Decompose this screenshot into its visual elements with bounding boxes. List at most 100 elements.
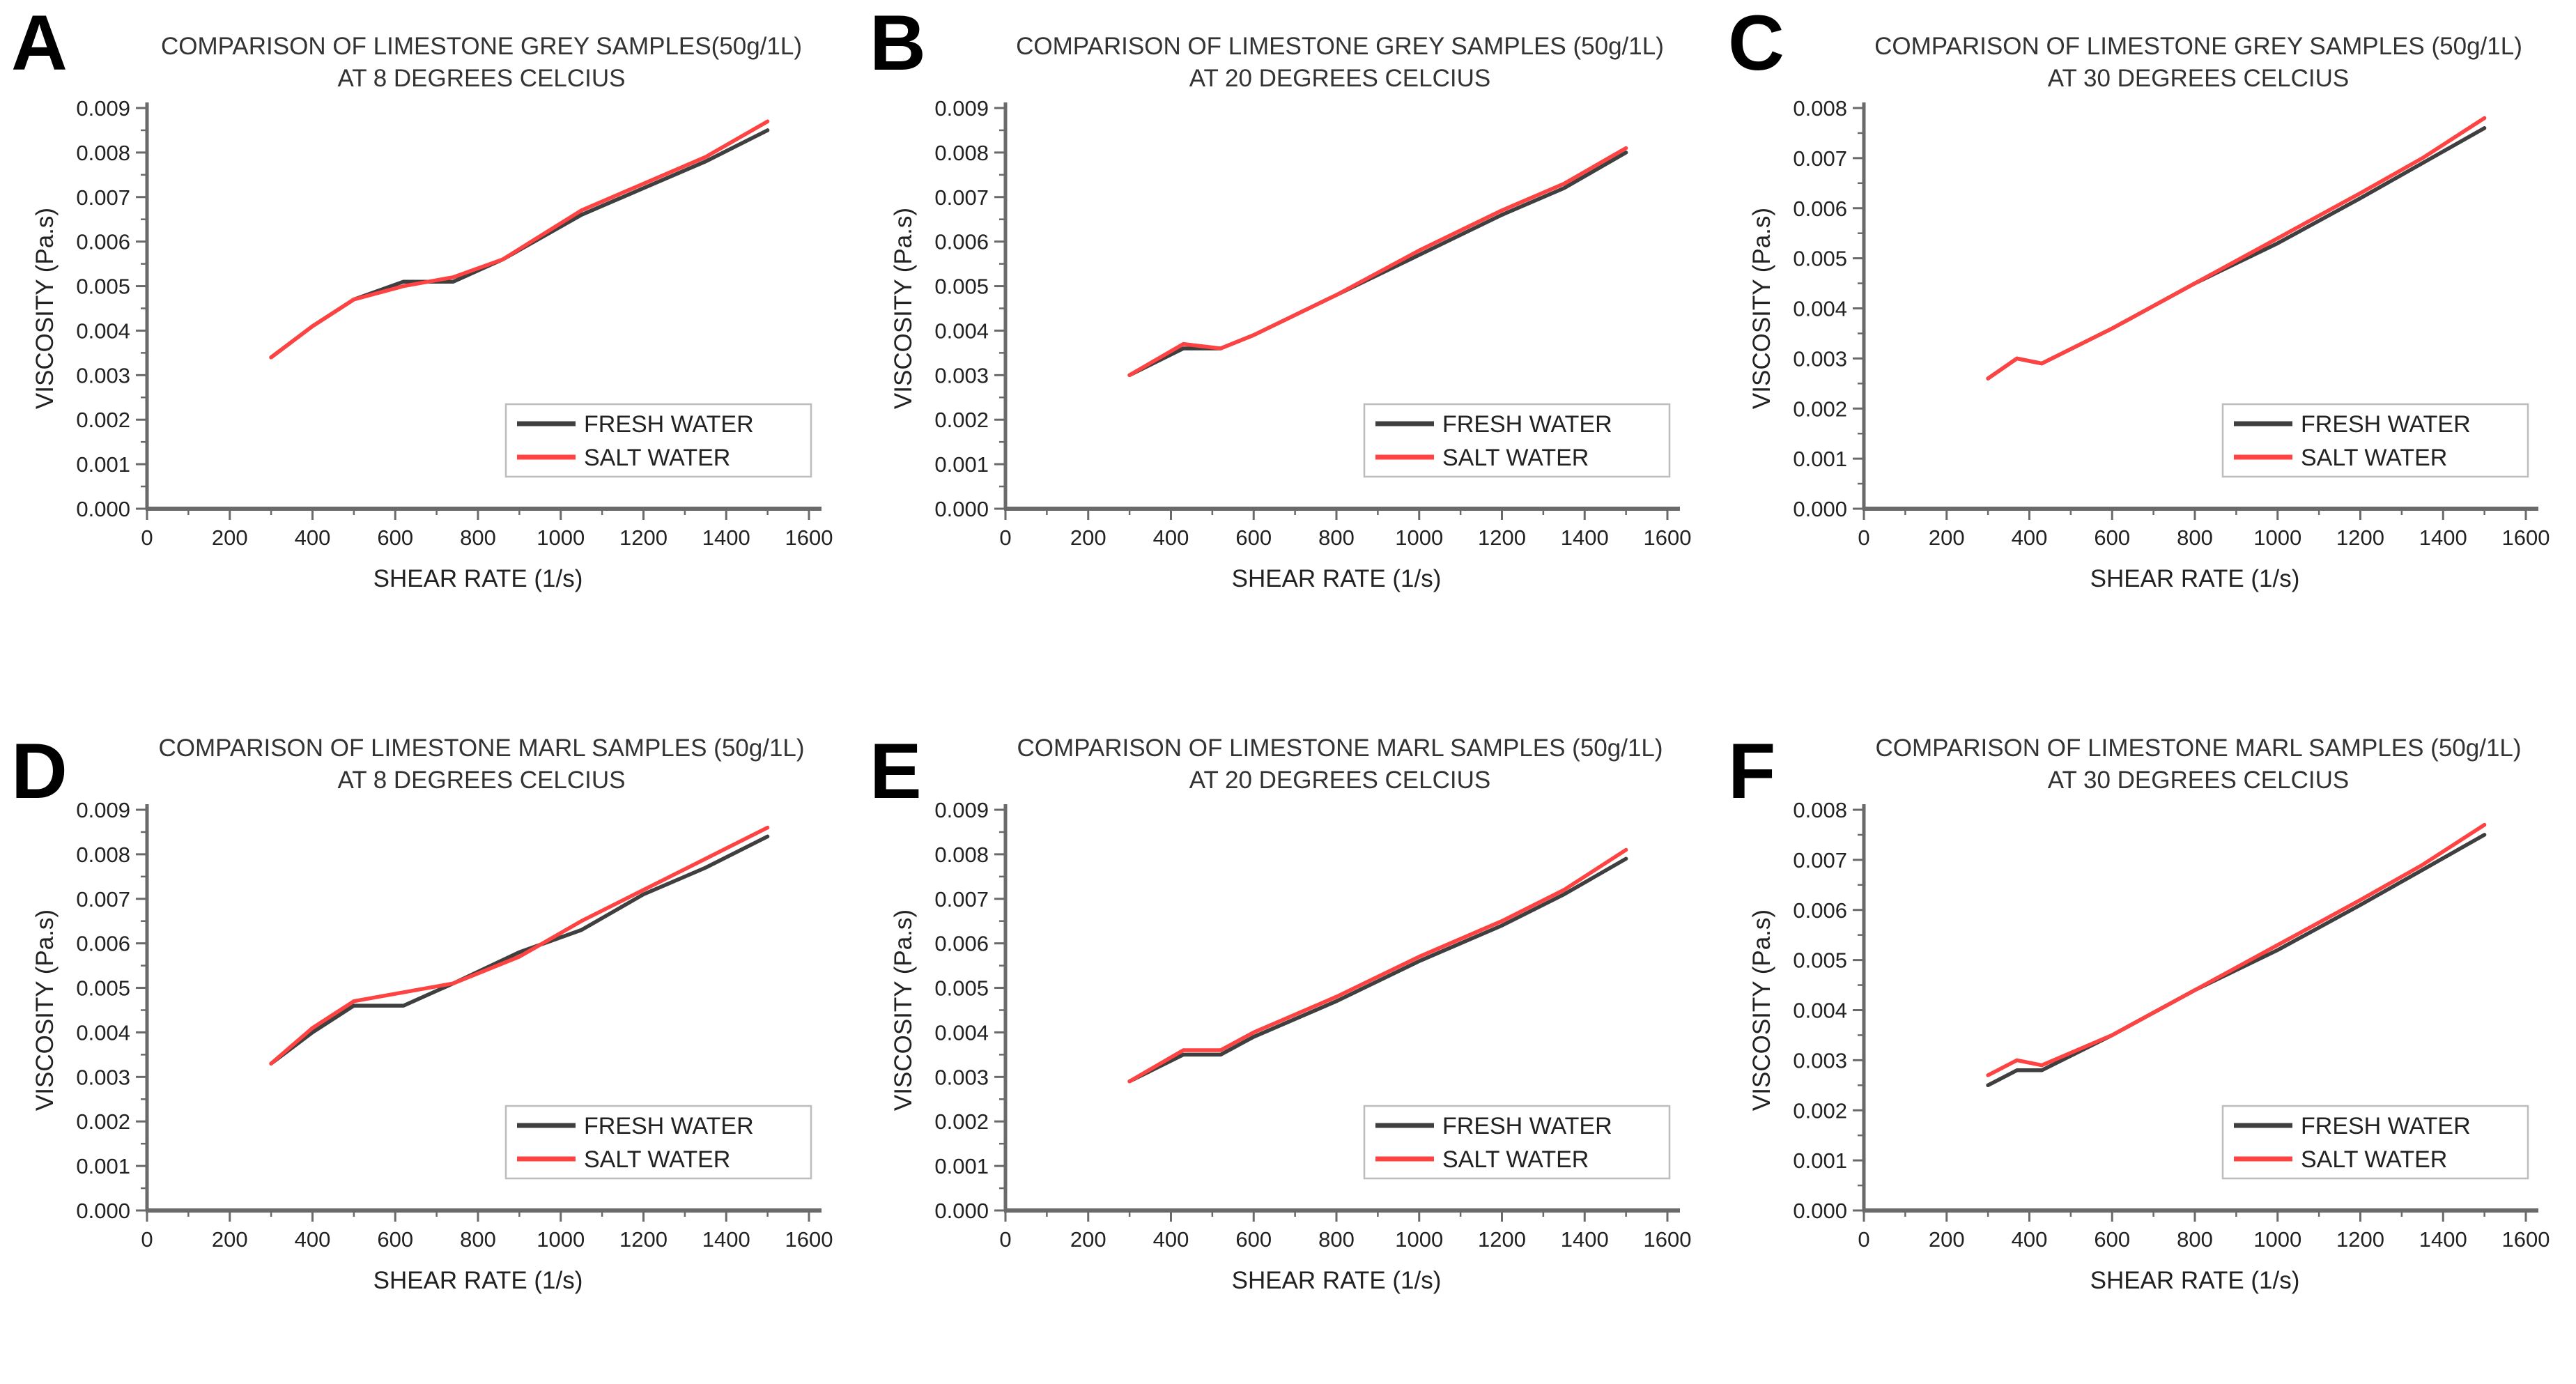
chart-title-line1: COMPARISON OF LIMESTONE GREY SAMPLES(50g… [161, 33, 802, 60]
x-tick-label: 1400 [2419, 1227, 2467, 1252]
legend-label-salt-water: SALT WATER [584, 1146, 730, 1173]
panel-d: D COMPARISON OF LIMESTONE MARL SAMPLES (… [0, 692, 858, 1384]
y-tick-label: 0.003 [1793, 1049, 1847, 1073]
y-tick-label: 0.000 [76, 497, 130, 521]
plot-c: 0.000 0.001 0.002 0.003 0.004 0.005 0.006 0.007… [1748, 98, 2550, 592]
y-tick-label: 0.002 [1793, 1099, 1847, 1123]
x-tick-label: 600 [2094, 525, 2130, 550]
y-tick-label: 0.001 [76, 1154, 130, 1178]
series-line-salt-water [1127, 848, 1628, 1084]
y-tick-label: 0.005 [1793, 247, 1847, 271]
y-tick-label: 0.001 [76, 452, 130, 477]
y-tick-label: 0.002 [934, 408, 989, 433]
x-tick-label: 1600 [785, 1227, 833, 1252]
x-axis-label: SHEAR RATE (1/s) [2090, 565, 2300, 592]
x-tick-label: 1000 [1395, 1227, 1443, 1252]
x-tick-label: 200 [212, 525, 248, 550]
x-tick-label: 200 [1070, 1227, 1106, 1252]
legend-box [2221, 403, 2529, 478]
x-tick-label: 1200 [619, 525, 668, 550]
x-tick-label: 200 [1929, 1227, 1965, 1252]
x-tick-label: 600 [377, 525, 413, 550]
chart-title-a: COMPARISON OF LIMESTONE GREY SAMPLES(50g… [25, 31, 833, 95]
x-tick-label: 0 [1858, 525, 1869, 550]
panel-letter-e: E [870, 728, 922, 815]
plot-d: 0.000 0.001 0.002 0.003 0.004 0.005 0.006 0.007… [31, 799, 833, 1294]
chart-title-line2: AT 20 DEGREES CELCIUS [1189, 65, 1491, 93]
x-axis-label: SHEAR RATE (1/s) [373, 1267, 583, 1294]
x-tick-label: 400 [2012, 1227, 2048, 1252]
series-line-salt-water [1986, 823, 2487, 1078]
legend-box [1363, 1105, 1671, 1180]
y-tick-label: 0.001 [934, 1154, 989, 1178]
legend-label-salt-water: SALT WATER [584, 445, 730, 471]
x-tick-label: 1200 [2336, 1227, 2384, 1252]
plot-e: 0.000 0.001 0.002 0.003 0.004 0.005 0.006 0.007… [890, 799, 1692, 1294]
x-tick-label: 1400 [1561, 1227, 1609, 1252]
y-tick-label: 0.000 [1793, 1199, 1847, 1223]
y-tick-label: 0.008 [76, 141, 130, 165]
chart-title-line2: AT 30 DEGREES CELCIUS [2047, 65, 2350, 93]
x-tick-label: 0 [141, 1227, 153, 1252]
chart-c: COMPARISON OF LIMESTONE GREY SAMPLES (50… [1742, 31, 2557, 603]
plot-f: 0.000 0.001 0.002 0.003 0.004 0.005 0.006 0.007… [1748, 799, 2550, 1294]
y-tick-label: 0.005 [76, 976, 130, 1001]
legend-label-fresh-water: FRESH WATER [1442, 411, 1612, 438]
x-tick-label: 200 [212, 1227, 248, 1252]
x-tick-label: 400 [1153, 1227, 1189, 1252]
chart-e: COMPARISON OF LIMESTONE MARL SAMPLES (50… [884, 732, 1699, 1305]
x-axis-label: SHEAR RATE (1/s) [1232, 1267, 1442, 1294]
legend-box [1363, 403, 1671, 478]
y-tick-label: 0.001 [934, 452, 989, 477]
y-tick-label: 0.009 [76, 799, 130, 822]
chart-title-line1: COMPARISON OF LIMESTONE MARL SAMPLES (50… [1017, 735, 1663, 762]
chart-title-c: COMPARISON OF LIMESTONE GREY SAMPLES (50… [1742, 31, 2550, 95]
plot-b: 0.000 0.001 0.002 0.003 0.004 0.005 0.006 0.007… [890, 98, 1692, 592]
y-tick-label: 0.003 [76, 1066, 130, 1090]
legend-box [504, 1105, 812, 1180]
series-line-salt-water [1986, 116, 2487, 381]
x-tick-label: 800 [2177, 525, 2213, 550]
y-tick-label: 0.004 [934, 1021, 989, 1045]
x-axis-label: SHEAR RATE (1/s) [1232, 565, 1442, 592]
x-tick-label: 600 [377, 1227, 413, 1252]
y-axis-label: VISCOSITY (Pa.s) [1748, 208, 1775, 409]
panel-letter-f: F [1728, 728, 1776, 815]
x-tick-label: 1600 [2502, 1227, 2550, 1252]
y-tick-label: 0.002 [934, 1110, 989, 1135]
y-tick-label: 0.006 [1793, 898, 1847, 923]
y-tick-label: 0.008 [1793, 799, 1847, 822]
panel-letter-a: A [11, 0, 68, 86]
x-tick-label: 0 [999, 1227, 1011, 1252]
panel-e: E COMPARISON OF LIMESTONE MARL SAMPLES (… [858, 692, 1717, 1384]
chart-title-line2: AT 8 DEGREES CELCIUS [337, 65, 626, 93]
y-tick-label: 0.009 [934, 98, 989, 121]
chart-title-line1: COMPARISON OF LIMESTONE MARL SAMPLES (50… [1875, 735, 2522, 762]
chart-title-e: COMPARISON OF LIMESTONE MARL SAMPLES (50… [884, 732, 1692, 797]
y-tick-label: 0.008 [1793, 98, 1847, 121]
panel-b: B COMPARISON OF LIMESTONE GREY SAMPLES (… [858, 0, 1717, 692]
legend-box [2221, 1105, 2529, 1180]
chart-title-f: COMPARISON OF LIMESTONE MARL SAMPLES (50… [1742, 732, 2550, 797]
x-tick-label: 1200 [1478, 1227, 1526, 1252]
x-tick-label: 1400 [702, 1227, 750, 1252]
x-tick-label: 200 [1070, 525, 1106, 550]
y-tick-label: 0.003 [934, 1066, 989, 1090]
legend-label-fresh-water: FRESH WATER [2301, 1113, 2471, 1139]
chart-b: COMPARISON OF LIMESTONE GREY SAMPLES (50… [884, 31, 1699, 603]
chart-title-line1: COMPARISON OF LIMESTONE GREY SAMPLES (50… [1016, 33, 1664, 60]
y-tick-label: 0.006 [934, 932, 989, 956]
chart-title-line2: AT 8 DEGREES CELCIUS [337, 767, 626, 794]
panel-letter-c: C [1728, 0, 1784, 86]
y-tick-label: 0.008 [934, 843, 989, 867]
y-tick-label: 0.004 [76, 319, 130, 344]
y-tick-label: 0.004 [1793, 999, 1847, 1023]
x-tick-label: 600 [2094, 1227, 2130, 1252]
x-tick-label: 1600 [1644, 525, 1692, 550]
y-tick-label: 0.005 [1793, 948, 1847, 973]
x-tick-label: 1000 [537, 1227, 585, 1252]
y-axis-label: VISCOSITY (Pa.s) [890, 208, 917, 409]
x-tick-label: 0 [141, 525, 153, 550]
x-tick-label: 1600 [1644, 1227, 1692, 1252]
